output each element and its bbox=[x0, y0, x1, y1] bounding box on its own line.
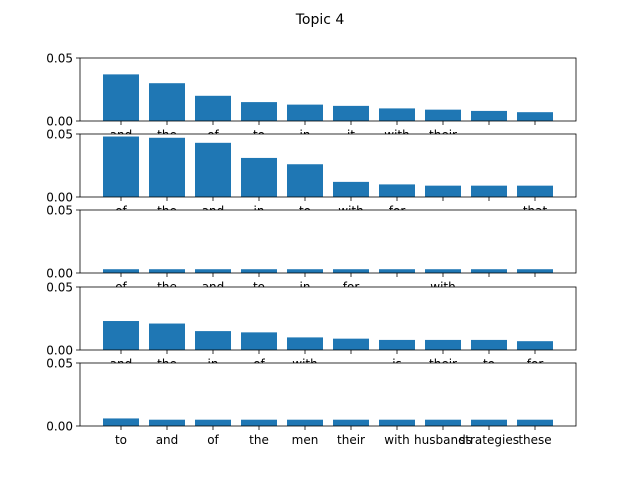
axes-frame-1 bbox=[79, 57, 577, 122]
bar-4-5 bbox=[287, 337, 323, 350]
bar-2-3 bbox=[195, 142, 231, 197]
xtick-label-5-4: the bbox=[249, 433, 269, 447]
bar-3-3 bbox=[195, 269, 231, 273]
bar-1-8 bbox=[425, 109, 461, 121]
bar-5-3 bbox=[195, 419, 231, 426]
bar-1-7 bbox=[379, 108, 415, 121]
bar-3-1 bbox=[103, 269, 139, 273]
ytick-label-2-1: 0.00 bbox=[46, 191, 73, 205]
bar-2-9 bbox=[471, 185, 507, 197]
bar-5-9 bbox=[471, 419, 507, 426]
axes-frame-3 bbox=[79, 209, 577, 274]
ytick-label-5-1: 0.00 bbox=[46, 420, 73, 434]
bar-1-2 bbox=[149, 83, 185, 121]
axes-frame-5 bbox=[79, 362, 577, 427]
axes-frame-2 bbox=[79, 133, 577, 198]
figure-title: Topic 4 bbox=[295, 12, 345, 28]
bar-4-9 bbox=[471, 339, 507, 350]
bar-3-5 bbox=[287, 269, 323, 273]
xtick-label-5-1: to bbox=[115, 433, 127, 447]
bar-1-1 bbox=[103, 74, 139, 121]
bar-2-5 bbox=[287, 164, 323, 197]
bar-3-6 bbox=[333, 269, 369, 273]
bar-3-9 bbox=[471, 269, 507, 273]
bar-5-4 bbox=[241, 419, 277, 426]
bar-4-3 bbox=[195, 331, 231, 350]
bar-2-10 bbox=[517, 185, 553, 197]
bar-4-6 bbox=[333, 338, 369, 350]
bar-2-6 bbox=[333, 181, 369, 197]
xtick-label-5-7: with bbox=[384, 433, 409, 447]
ytick-label-4-1: 0.00 bbox=[46, 344, 73, 358]
bar-2-8 bbox=[425, 185, 461, 197]
bar-3-7 bbox=[379, 269, 415, 273]
bar-1-3 bbox=[195, 95, 231, 121]
bar-4-8 bbox=[425, 339, 461, 350]
bar-4-2 bbox=[149, 323, 185, 350]
ytick-label-1-1: 0.00 bbox=[46, 115, 73, 129]
bar-4-4 bbox=[241, 332, 277, 350]
subplot-4: 0.000.05andtheinofwithistheirtofor bbox=[46, 281, 577, 371]
bar-5-8 bbox=[425, 419, 461, 426]
bar-1-10 bbox=[517, 112, 553, 121]
ytick-label-2-2: 0.05 bbox=[46, 128, 73, 142]
bar-2-7 bbox=[379, 184, 415, 197]
subplot-2: 0.000.05oftheandintowithforthat bbox=[46, 128, 577, 218]
subplots: 0.000.05andtheoftoinitwiththeir0.000.05o… bbox=[46, 52, 577, 447]
bar-2-4 bbox=[241, 157, 277, 197]
bar-5-1 bbox=[103, 418, 139, 426]
xtick-label-5-6: their bbox=[337, 433, 365, 447]
ytick-label-5-2: 0.05 bbox=[46, 357, 73, 371]
bar-5-5 bbox=[287, 419, 323, 426]
bar-1-5 bbox=[287, 104, 323, 121]
bar-2-2 bbox=[149, 137, 185, 197]
bar-1-4 bbox=[241, 102, 277, 121]
ytick-label-3-2: 0.05 bbox=[46, 204, 73, 218]
subplot-background-3 bbox=[80, 210, 576, 273]
bar-1-9 bbox=[471, 110, 507, 121]
subplot-1: 0.000.05andtheoftoinitwiththeir bbox=[46, 52, 577, 142]
bar-3-4 bbox=[241, 269, 277, 273]
bar-5-10 bbox=[517, 419, 553, 426]
bar-5-7 bbox=[379, 419, 415, 426]
bar-3-8 bbox=[425, 269, 461, 273]
xtick-label-5-5: men bbox=[292, 433, 319, 447]
bar-4-10 bbox=[517, 341, 553, 350]
bar-5-6 bbox=[333, 419, 369, 426]
bar-4-7 bbox=[379, 339, 415, 350]
bar-5-2 bbox=[149, 419, 185, 426]
bar-3-10 bbox=[517, 269, 553, 273]
bar-1-6 bbox=[333, 105, 369, 121]
subplot-5: 0.00 0.05 to and of the men their with husbandsst… bbox=[46, 357, 577, 447]
bar-4-1 bbox=[103, 321, 139, 350]
subplot-background-5 bbox=[80, 363, 576, 426]
ytick-label-1-2: 0.05 bbox=[46, 52, 73, 66]
xtick-label-5-3: of bbox=[207, 433, 219, 447]
xtick-label-5-2: and bbox=[156, 433, 179, 447]
xtick-label-5-10: these bbox=[518, 433, 551, 447]
bar-3-2 bbox=[149, 269, 185, 273]
axes-frame-4 bbox=[79, 286, 577, 351]
subplot-3: 0.000.05oftheandtoinforwith bbox=[46, 204, 577, 294]
xtick-label-5-9: strategies bbox=[459, 433, 519, 447]
bar-2-1 bbox=[103, 136, 139, 197]
xtick-label-5-8: husbands bbox=[414, 433, 472, 447]
ytick-label-3-1: 0.00 bbox=[46, 267, 73, 281]
ytick-label-4-2: 0.05 bbox=[46, 281, 73, 295]
